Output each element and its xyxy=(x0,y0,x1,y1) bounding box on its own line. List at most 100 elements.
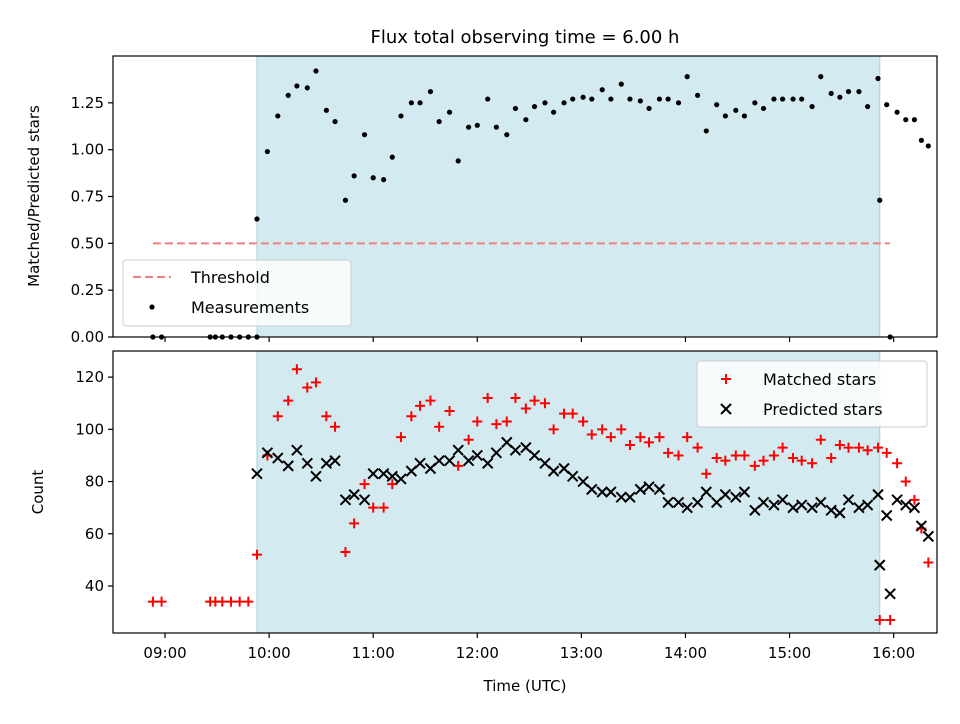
measurement-point xyxy=(799,96,805,102)
measurement-point xyxy=(856,88,862,95)
matched-star-point xyxy=(730,450,741,461)
predicted-star-point xyxy=(738,486,751,498)
measurement-point xyxy=(408,100,414,106)
measurement-point xyxy=(485,96,491,102)
matched-star-point xyxy=(692,442,703,453)
measurement-point xyxy=(894,109,900,115)
matched-star-point xyxy=(807,458,818,469)
matched-star-point xyxy=(434,421,445,432)
matched-star-point xyxy=(758,455,769,466)
matched-star-point xyxy=(395,432,406,443)
matched-star-point xyxy=(796,455,807,466)
measurement-point xyxy=(570,96,576,102)
y-tick-label: 0.25 xyxy=(71,281,104,299)
matched-star-point xyxy=(217,596,228,607)
x-tick-label: 13:00 xyxy=(560,644,603,662)
predicted-star-point xyxy=(853,501,865,514)
matched-star-point xyxy=(586,429,597,440)
predicted-star-point xyxy=(310,470,322,483)
predicted-star-point xyxy=(301,457,313,469)
matched-star-point xyxy=(739,450,750,461)
measurement-point xyxy=(398,113,404,119)
measurement-point xyxy=(351,173,357,179)
matched-star-point xyxy=(673,450,684,461)
predicted-star-point xyxy=(251,468,263,480)
matched-star-point xyxy=(711,453,722,464)
predicted-star-point xyxy=(757,496,770,509)
predicted-star-point xyxy=(586,483,598,496)
measurement-point xyxy=(809,103,815,110)
measurement-point xyxy=(294,83,300,89)
measurement-point xyxy=(695,92,701,98)
predicted-star-point xyxy=(653,483,666,496)
predicted-star-point xyxy=(634,483,647,496)
measurement-point xyxy=(675,100,682,106)
y-tick-label: 120 xyxy=(75,368,104,386)
matched-star-point xyxy=(156,596,167,607)
predicted-star-point xyxy=(815,496,827,509)
measurement-point xyxy=(627,96,633,102)
legend-measurements-label: Measurements xyxy=(191,298,309,317)
measurement-point xyxy=(599,87,605,93)
measurement-point xyxy=(925,143,931,149)
measurement-point xyxy=(684,74,690,80)
x-tick-label: 11:00 xyxy=(352,644,395,662)
x-tick-label: 15:00 xyxy=(768,644,811,662)
matched-star-point xyxy=(359,479,370,490)
predicted-star-point xyxy=(481,457,494,469)
measurement-point xyxy=(780,96,786,102)
predicted-star-point xyxy=(806,501,818,514)
predicted-star-point xyxy=(880,509,893,522)
matched-star-point xyxy=(768,450,779,461)
predicted-star-point xyxy=(386,470,399,483)
predicted-star-point xyxy=(825,504,837,516)
measurement-point xyxy=(466,124,472,130)
matched-star-point xyxy=(291,364,302,375)
matched-star-point xyxy=(482,393,493,403)
matched-star-point xyxy=(843,442,854,453)
measurement-point xyxy=(714,102,720,108)
measurement-point xyxy=(771,96,777,102)
measurement-point xyxy=(618,81,624,87)
matched-star-point xyxy=(892,458,903,469)
measurement-point xyxy=(741,113,748,119)
measurement-point xyxy=(760,105,767,112)
measurement-point xyxy=(551,109,557,115)
predicted-star-point xyxy=(834,507,846,519)
x-tick-label: 09:00 xyxy=(143,644,186,662)
matched-star-point xyxy=(472,416,483,427)
matched-star-point xyxy=(406,411,417,422)
measurement-point xyxy=(523,117,529,123)
matched-star-point xyxy=(501,416,512,427)
y-tick-label: 0.75 xyxy=(71,188,104,206)
measurement-point xyxy=(903,117,909,123)
measurement-point xyxy=(656,96,663,102)
matched-star-point xyxy=(874,614,885,625)
legend-predicted-label: Predicted stars xyxy=(763,400,883,419)
predicted-star-point xyxy=(490,447,503,459)
predicted-star-point xyxy=(795,499,808,511)
predicted-star-point xyxy=(861,499,874,511)
measurement-point xyxy=(254,216,260,222)
matched-star-point xyxy=(559,408,570,419)
measurement-point xyxy=(752,100,758,106)
measurement-point xyxy=(877,197,883,203)
matched-star-point xyxy=(749,460,760,471)
measurement-point xyxy=(531,103,538,110)
matched-star-point xyxy=(349,518,360,529)
predicted-star-point xyxy=(908,501,921,514)
predicted-star-point xyxy=(872,488,884,501)
legend-matched-label: Matched stars xyxy=(763,370,876,389)
measurement-point xyxy=(637,98,643,104)
matched-star-point xyxy=(491,419,502,430)
matched-star-point xyxy=(885,614,896,625)
y-tick-label: 1.00 xyxy=(71,141,104,159)
predicted-star-point xyxy=(329,454,341,467)
matched-star-point xyxy=(548,424,559,435)
matched-star-point xyxy=(251,549,262,560)
y-tick-label: 1.25 xyxy=(71,94,104,112)
matched-star-point xyxy=(578,416,589,427)
predicted-star-point xyxy=(339,494,352,506)
plot-frame xyxy=(112,350,938,634)
